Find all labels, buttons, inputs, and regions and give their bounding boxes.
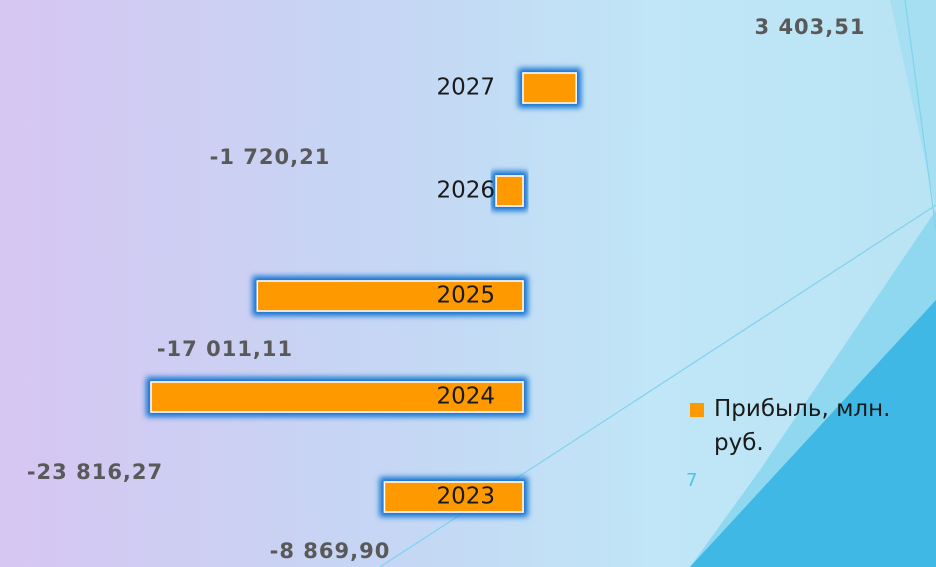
category-label: 2023 xyxy=(436,484,495,510)
category-label: 2024 xyxy=(436,384,495,410)
value-label: 3 403,51 xyxy=(755,15,866,39)
legend-label: Прибыль, млн. руб. xyxy=(714,396,891,456)
legend-swatch xyxy=(690,403,704,417)
category-label: 2026 xyxy=(436,178,495,204)
value-label: -23 816,27 xyxy=(27,460,163,484)
value-label: -8 869,90 xyxy=(270,539,391,563)
decor-line xyxy=(904,0,936,231)
bar xyxy=(495,175,524,207)
value-label: -1 720,21 xyxy=(210,145,331,169)
category-label: 2025 xyxy=(436,283,495,309)
page-number: 7 xyxy=(686,470,698,491)
decor xyxy=(890,0,936,210)
bar xyxy=(256,280,524,312)
bar xyxy=(383,481,524,513)
decor xyxy=(690,300,936,567)
bar xyxy=(522,72,577,104)
value-label: -17 011,11 xyxy=(157,337,293,361)
bar xyxy=(150,381,524,413)
category-label: 2027 xyxy=(436,75,495,101)
